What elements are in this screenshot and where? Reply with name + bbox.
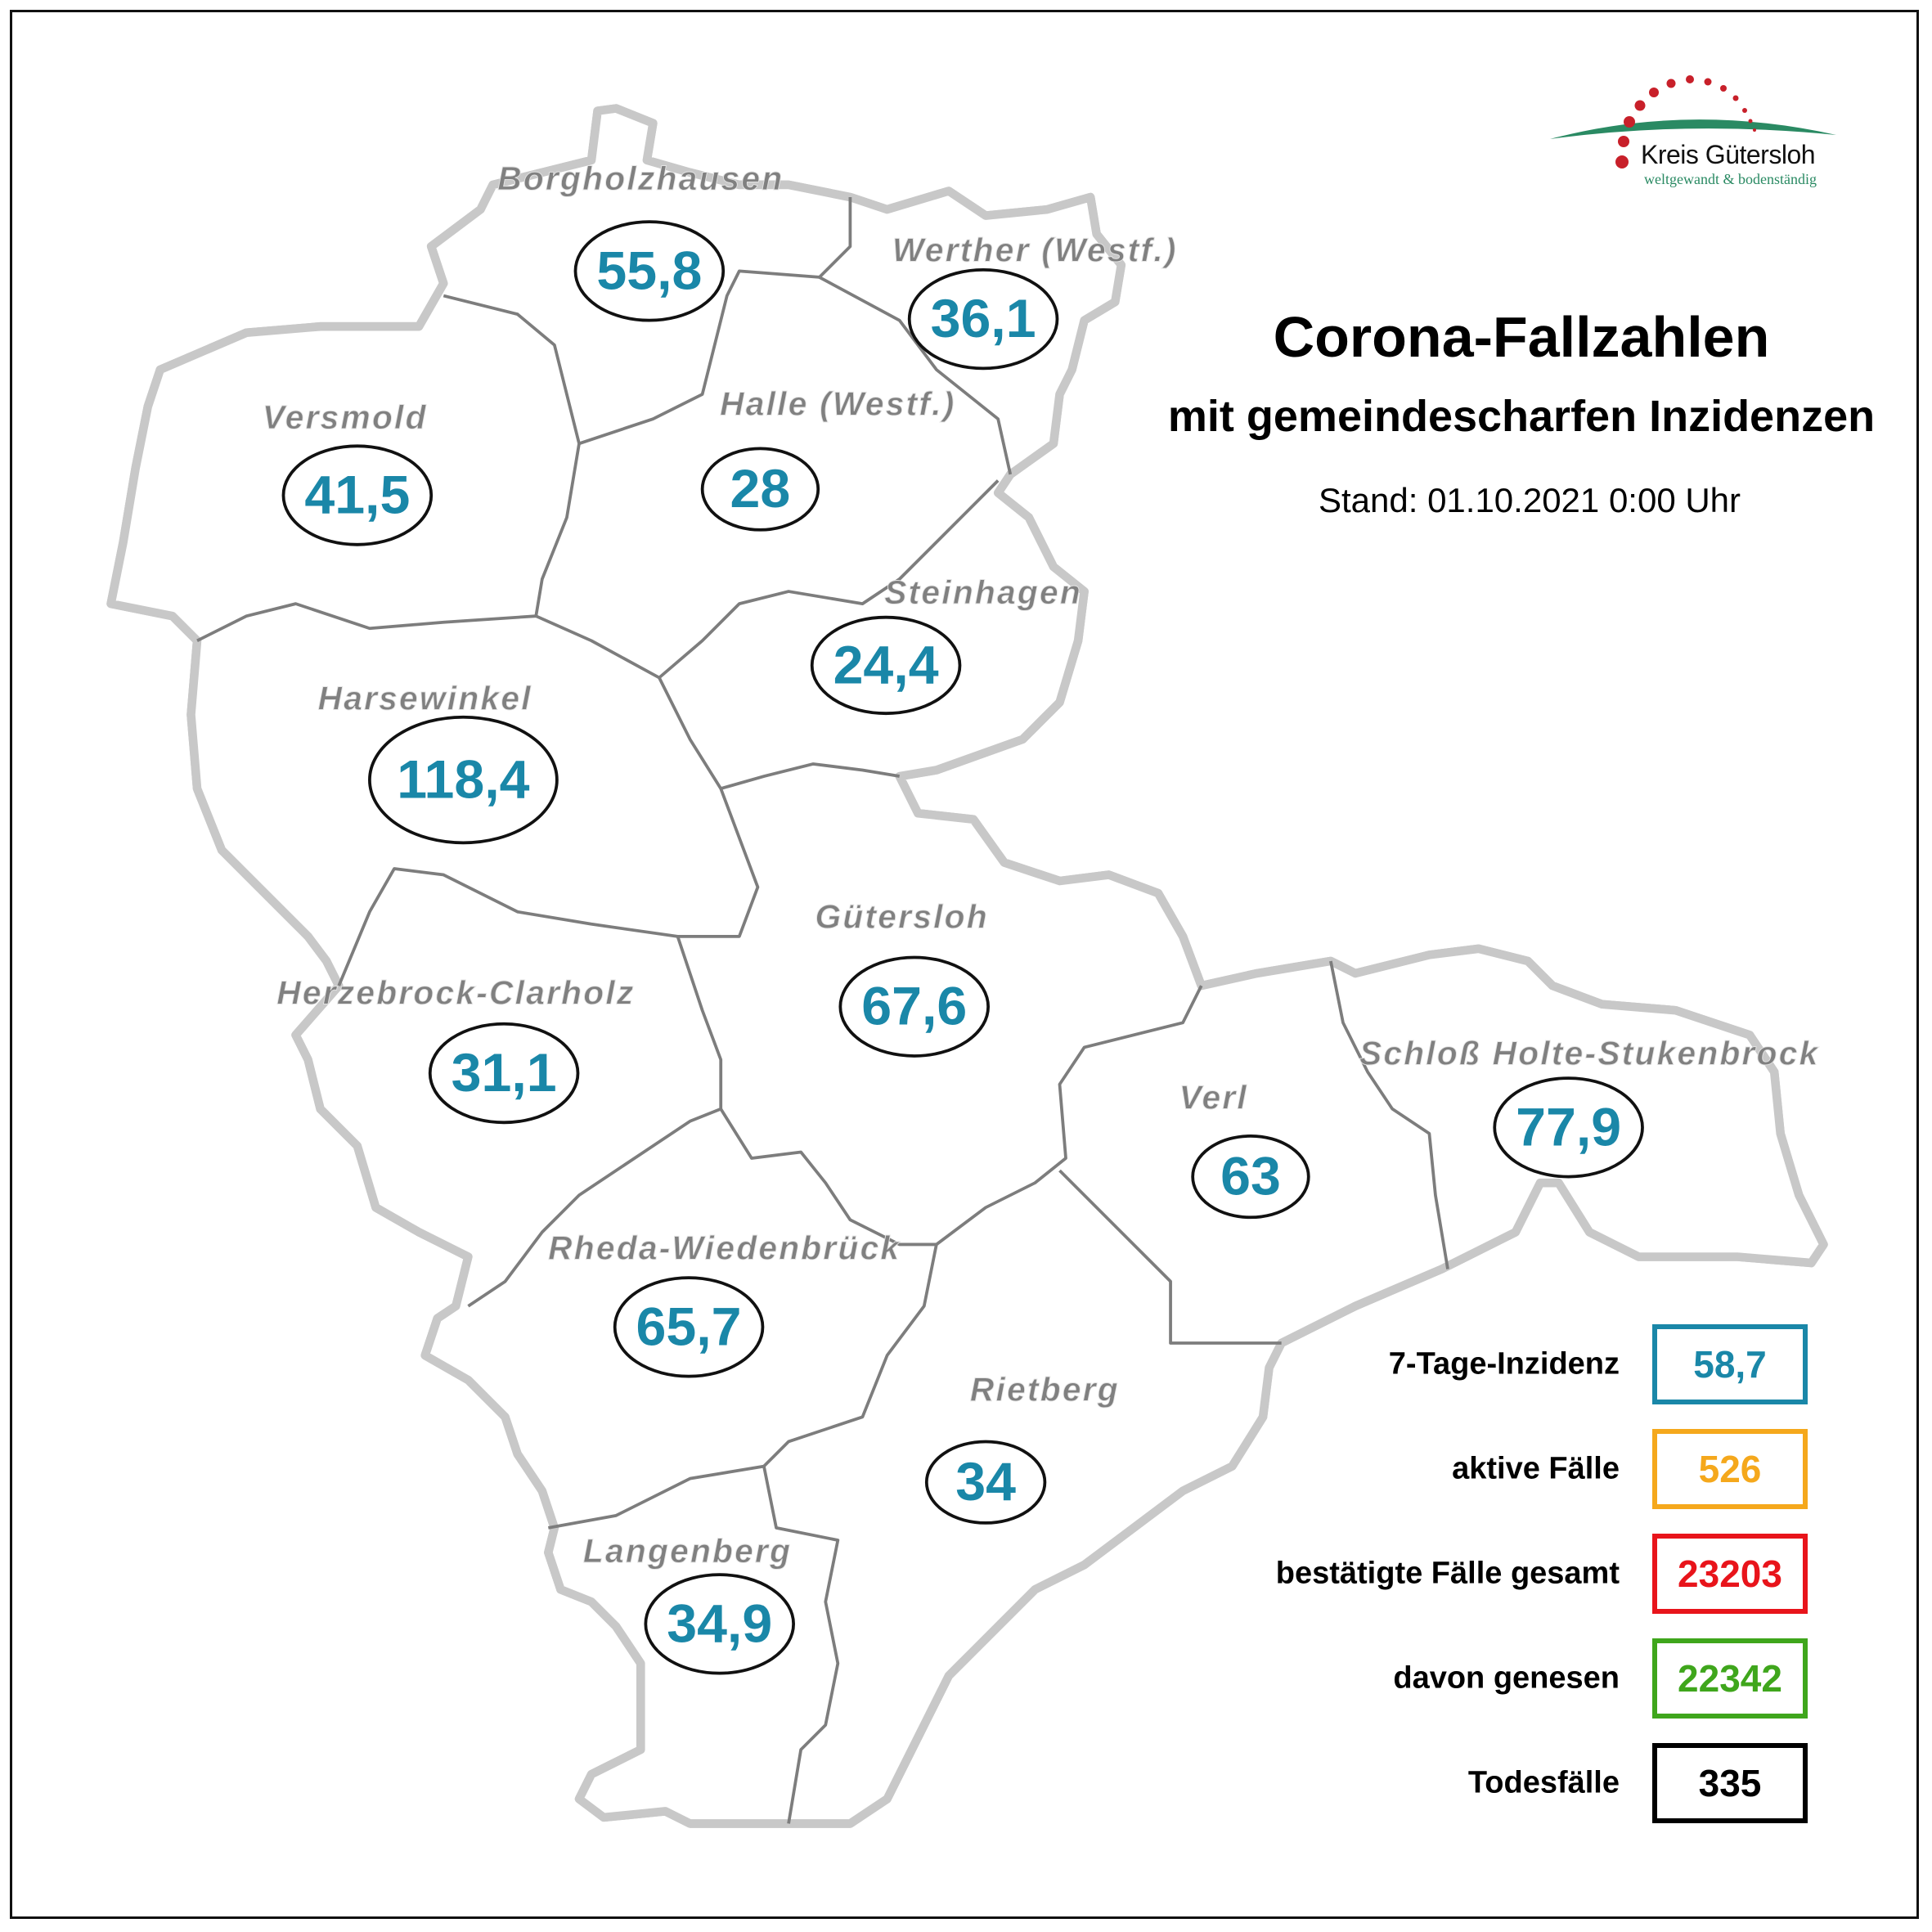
- municipal-borders: [196, 197, 1449, 1824]
- region-herzebrock-clarholz: Herzebrock-Clarholz 31,1: [276, 973, 635, 1125]
- region-name: Rheda-Wiedenbrück: [548, 1229, 901, 1267]
- region-name: Rietberg: [970, 1371, 1120, 1409]
- legend-label: Todesfälle: [1467, 1765, 1620, 1800]
- region-name: Schloß Holte-Stukenbrock: [1359, 1035, 1820, 1072]
- incidence-oval: [838, 955, 990, 1058]
- legend-value: 58,7: [1652, 1324, 1808, 1404]
- region-incidence: 55,8: [596, 240, 702, 301]
- legend-label: davon genesen: [1393, 1660, 1620, 1696]
- region-incidence: 36,1: [931, 289, 1036, 349]
- incidence-oval: [281, 444, 434, 546]
- incidence-oval: [613, 1276, 765, 1378]
- logo-tagline: weltgewandt & bodenständig: [1644, 171, 1817, 187]
- region-name: Borgholzhausen: [497, 160, 784, 197]
- incidence-oval: [573, 220, 726, 322]
- incidence-oval: [924, 1440, 1047, 1525]
- region-incidence: 41,5: [304, 465, 410, 526]
- region-harsewinkel: Harsewinkel 118,4: [317, 679, 559, 845]
- incidence-oval: [700, 447, 820, 532]
- region-name: Versmold: [263, 398, 428, 436]
- region-name: Harsewinkel: [318, 680, 532, 717]
- region-name: Steinhagen: [884, 573, 1082, 611]
- incidence-oval: [810, 615, 962, 716]
- incidence-oval: [428, 1022, 580, 1125]
- data-timestamp: Stand: 01.10.2021 0:00 Uhr: [1318, 481, 1741, 519]
- region-incidence: 118,4: [397, 750, 529, 811]
- kreis-guetersloh-logo: Kreis Gütersloh weltgewandt & bodenständ…: [1550, 70, 1836, 192]
- legend-bestaetigte-faelle: bestätigte Fälle gesamt 23203: [1145, 1534, 1808, 1614]
- page-title: Corona-Fallzahlen: [1273, 305, 1770, 369]
- region-incidence: 65,7: [636, 1296, 742, 1357]
- legend-label: 7-Tage-Inzidenz: [1388, 1346, 1620, 1382]
- legend-value: 23203: [1652, 1534, 1808, 1614]
- legend-value: 526: [1652, 1429, 1808, 1509]
- logo-name: Kreis Gütersloh: [1641, 140, 1816, 169]
- legend-genesen: davon genesen 22342: [1145, 1638, 1808, 1719]
- region-incidence: 24,4: [833, 635, 939, 695]
- region-incidence: 34: [955, 1452, 1016, 1512]
- region-incidence: 28: [730, 459, 791, 519]
- incidence-oval: [1493, 1076, 1644, 1179]
- legend-7-tage-inzidenz: 7-Tage-Inzidenz 58,7: [1145, 1324, 1808, 1404]
- region-borgholzhausen: Borgholzhausen 55,8: [497, 160, 784, 322]
- region-incidence: 63: [1220, 1147, 1281, 1207]
- incidence-oval: [1191, 1134, 1310, 1220]
- region-name: Gütersloh: [815, 897, 988, 935]
- region-name: Werther (Westf.): [892, 231, 1178, 268]
- region-langenberg: Langenberg 34,9: [582, 1532, 795, 1675]
- region-steinhagen: Steinhagen 24,4: [810, 573, 1082, 716]
- legend-label: bestätigte Fälle gesamt: [1275, 1556, 1620, 1591]
- page-subtitle: mit gemeindescharfen Inzidenzen: [1167, 392, 1876, 441]
- legend-value: 335: [1652, 1743, 1808, 1823]
- region-incidence: 67,6: [861, 977, 967, 1037]
- region-incidence: 77,9: [1516, 1097, 1621, 1157]
- legend-aktive-faelle: aktive Fälle 526: [1145, 1429, 1808, 1509]
- legend-value: 22342: [1652, 1638, 1808, 1719]
- region-rheda-wiedenbrueck: Rheda-Wiedenbrück 65,7: [548, 1229, 901, 1378]
- region-versmold: Versmold 41,5: [262, 398, 434, 546]
- incidence-oval: [644, 1573, 795, 1675]
- region-name: Herzebrock-Clarholz: [276, 974, 635, 1012]
- region-name: Halle (Westf.): [720, 385, 955, 423]
- incidence-oval: [907, 268, 1059, 371]
- region-halle: Halle (Westf.) 28: [700, 384, 955, 532]
- region-name: Verl: [1179, 1079, 1248, 1117]
- incidence-oval: [368, 715, 559, 845]
- region-verl: Verl 63: [1179, 1078, 1310, 1220]
- region-rietberg: Rietberg 34: [924, 1370, 1120, 1525]
- legend-label: aktive Fälle: [1452, 1451, 1620, 1486]
- legend-todesfaelle: Todesfälle 335: [1145, 1743, 1808, 1823]
- map-outline: [111, 109, 1828, 1828]
- region-guetersloh: Gütersloh 67,6: [815, 897, 990, 1058]
- region-incidence: 34,9: [667, 1593, 772, 1654]
- logo-arc-icon: [1550, 75, 1836, 168]
- region-incidence: 31,1: [452, 1043, 557, 1103]
- region-werther: Werther (Westf.) 36,1: [892, 231, 1178, 371]
- region-name: Langenberg: [583, 1532, 792, 1570]
- region-schloss-holte-stukenbrock: Schloß Holte-Stukenbrock 77,9: [1359, 1034, 1820, 1179]
- image-frame: [10, 10, 1919, 1919]
